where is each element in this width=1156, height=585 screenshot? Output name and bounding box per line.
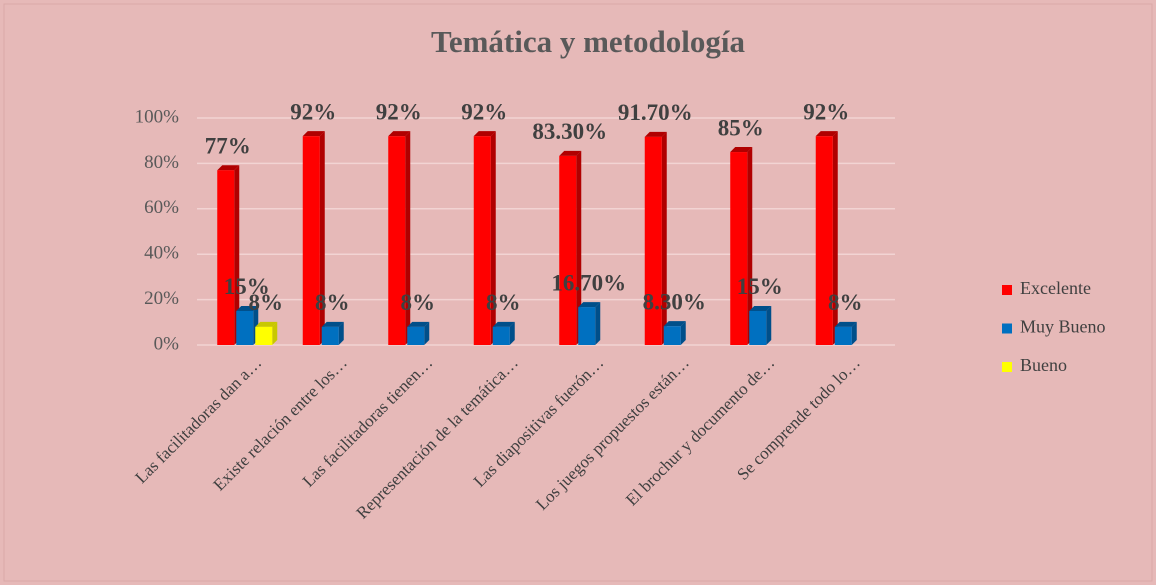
data-label: 8% [828,290,863,315]
legend-label: Bueno [1020,355,1067,375]
bar [834,326,852,345]
bar [749,310,767,345]
data-label: 92% [803,99,849,124]
data-label: 92% [461,99,507,124]
bar [663,326,681,345]
data-label: 8% [249,290,284,315]
bar [321,326,339,345]
bar [815,136,833,345]
y-tick-label: 100% [135,106,180,127]
data-label: 15% [737,274,783,299]
bar-top [644,131,667,137]
bar [730,152,748,345]
legend-swatch [1002,323,1012,334]
bar-top [236,305,259,311]
data-label: 92% [290,99,336,124]
bar [388,136,406,345]
bar-top [255,321,278,327]
bar-side [747,147,753,345]
bar-top [815,131,838,137]
bar-top [473,131,496,137]
bar-side [680,321,686,345]
data-label: 8% [486,290,521,315]
bar-side [490,131,496,345]
bar [644,136,662,345]
bar-top [407,321,430,327]
bar [559,155,577,345]
bar-side [509,321,515,345]
bar-top [217,165,240,171]
bar [578,307,596,345]
bar-side [766,305,772,345]
chart-title: Temática y metodología [431,24,745,59]
bar-side [338,321,344,345]
data-label: 8% [401,290,436,315]
data-label: 91.70% [618,100,693,125]
bar-top [302,131,325,137]
bar [407,326,425,345]
bar [217,170,235,345]
data-label: 77% [205,133,251,158]
bar [473,136,491,345]
data-label: 92% [376,99,422,124]
bar-side [424,321,430,345]
y-tick-label: 40% [144,243,179,264]
y-tick-label: 20% [144,288,179,309]
legend-swatch [1002,285,1012,295]
bar [492,326,510,345]
bar-top [321,321,344,327]
y-tick-label: 0% [154,333,180,354]
data-label: 15% [224,274,270,299]
bar-side [234,165,240,345]
bar-top [663,321,686,327]
bar-side [272,321,278,345]
data-label: 8% [315,290,350,315]
y-tick-label: 80% [144,152,179,173]
bar-top [388,131,411,137]
legend-swatch [1002,362,1012,372]
bar-top [559,150,582,156]
bar [236,310,254,345]
bar-side [832,131,838,345]
data-label: 85% [718,115,764,140]
bar-side [405,131,411,345]
data-label: 16.70% [551,270,626,295]
bar-top [834,321,857,327]
bar [255,326,273,345]
bar-top [578,302,601,308]
legend-label: Muy Bueno [1020,317,1106,337]
data-label: 83.30% [532,119,607,144]
bar-side [851,321,857,345]
bar-side [576,150,582,345]
data-label: 8.30% [643,289,706,314]
bar [302,136,320,345]
bar-top [749,305,772,311]
y-tick-label: 60% [144,197,179,218]
bar-top [730,147,753,153]
bar-side [319,131,325,345]
bar-top [492,321,515,327]
legend-label: Excelente [1020,278,1091,298]
bar-side [661,131,667,345]
bar-side [595,302,601,345]
